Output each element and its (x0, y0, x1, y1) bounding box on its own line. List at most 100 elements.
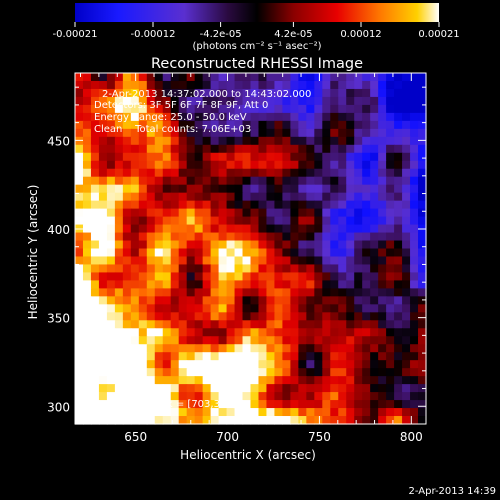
heatmap-cell (186, 104, 196, 114)
heatmap-cell (178, 304, 188, 313)
heatmap-cell (162, 208, 172, 218)
heatmap-cell (354, 120, 363, 130)
heatmap-cell (75, 264, 84, 274)
heatmap-cell (282, 200, 291, 210)
heatmap-cell (362, 272, 371, 282)
heatmap-cell (258, 312, 268, 321)
heatmap-cell (418, 416, 427, 425)
heatmap-cell (250, 144, 260, 154)
x-tick-label: 700 (216, 430, 239, 444)
heatmap-cell (258, 73, 268, 82)
heatmap-cell (386, 184, 395, 194)
heatmap-cell (266, 400, 276, 409)
heatmap-cell (98, 248, 108, 258)
heatmap-cell (186, 408, 196, 417)
heatmap-cell (90, 128, 100, 138)
heatmap-cell (418, 280, 427, 289)
heatmap-cell (354, 328, 363, 337)
heatmap-cell (114, 96, 124, 106)
heatmap-cell (386, 160, 395, 170)
heatmap-cell (274, 392, 284, 401)
heatmap-cell (186, 240, 196, 250)
heatmap-cell (354, 176, 363, 186)
heatmap-cell (170, 280, 180, 289)
heatmap-cell (418, 136, 427, 146)
heatmap-cell (386, 368, 395, 377)
heatmap-cell (354, 240, 363, 250)
heatmap-cell (218, 232, 228, 242)
heatmap-cell (394, 80, 403, 90)
heatmap-cell (194, 392, 204, 401)
heatmap-cell (250, 240, 260, 250)
heatmap-cell (90, 272, 100, 282)
heatmap-cell (226, 280, 236, 289)
heatmap-cell (330, 224, 339, 234)
heatmap-cell (418, 304, 427, 313)
heatmap-cell (106, 304, 116, 313)
heatmap-cell (178, 184, 188, 194)
heatmap-cell (186, 336, 196, 345)
heatmap-cell (82, 320, 92, 329)
heatmap-cell (410, 104, 419, 114)
heatmap-cell (138, 312, 148, 321)
heatmap-cell (75, 184, 84, 194)
heatmap-cell (162, 168, 172, 178)
heatmap-cell (202, 240, 212, 250)
heatmap-cell (130, 224, 140, 234)
heatmap-cell (242, 384, 252, 393)
heatmap-cell (266, 248, 276, 258)
heatmap-cell (210, 416, 220, 425)
heatmap-cell (82, 400, 92, 409)
heatmap-cell (346, 88, 355, 98)
heatmap-cell (370, 88, 379, 98)
heatmap-cell (114, 280, 124, 289)
heatmap-cell (250, 176, 260, 186)
heatmap-cell (370, 344, 379, 353)
heatmap-cell (234, 208, 244, 218)
heatmap-cell (274, 152, 284, 162)
heatmap-cell (138, 96, 148, 106)
heatmap-cell (186, 360, 196, 369)
heatmap-cell (394, 120, 403, 130)
heatmap-cell (394, 400, 403, 409)
heatmap-cell (178, 240, 188, 250)
heatmap-cell (354, 248, 363, 258)
heatmap-cell (194, 312, 204, 321)
heatmap-cell (218, 192, 228, 202)
heatmap-cell (266, 392, 276, 401)
heatmap-cell (242, 328, 252, 337)
heatmap-cell (346, 136, 355, 146)
heatmap-cell (346, 152, 355, 162)
heatmap-cell (138, 392, 148, 401)
heatmap-cell (106, 248, 116, 258)
heatmap-cell (402, 288, 411, 297)
heatmap-cell (186, 344, 196, 353)
heatmap-cell (226, 144, 236, 154)
heatmap-cell (162, 408, 172, 417)
heatmap-cell (322, 160, 331, 170)
heatmap-cell (362, 224, 371, 234)
heatmap-cell (194, 352, 204, 361)
heatmap-cell (186, 352, 196, 361)
heatmap-cell (178, 360, 188, 369)
heatmap-cell (162, 272, 172, 282)
heatmap-cell (410, 376, 419, 385)
heatmap-cell (298, 73, 307, 82)
heatmap-cell (290, 224, 299, 234)
heatmap-cell (138, 336, 148, 345)
heatmap-cell (146, 312, 156, 321)
heatmap-cell (114, 73, 124, 82)
heatmap-cell (394, 192, 403, 202)
heatmap-cell (274, 328, 284, 337)
heatmap-cell (178, 344, 188, 353)
heatmap-cell (234, 216, 244, 226)
heatmap-cell (82, 136, 92, 146)
heatmap-cell (362, 96, 371, 106)
heatmap-cell (250, 328, 260, 337)
heatmap-cell (202, 384, 212, 393)
heatmap-cell (106, 352, 116, 361)
heatmap-cell (346, 344, 355, 353)
heatmap-cell (346, 73, 355, 82)
heatmap-cell (146, 224, 156, 234)
heatmap-cell (234, 128, 244, 138)
